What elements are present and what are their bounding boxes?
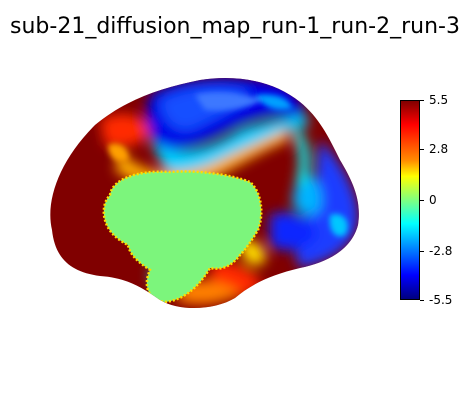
colorbar-tick [420, 200, 424, 201]
figure-title: sub-21_diffusion_map_run-1_run-2_run-3 [10, 14, 460, 39]
colorbar-tick [420, 149, 424, 150]
colorbar-tick [420, 300, 424, 301]
colorbar-tick [420, 100, 424, 101]
colorbar-tick-label: -2.8 [429, 244, 453, 258]
colorbar-tick-label: 5.5 [429, 93, 449, 107]
colorbar-tick [420, 251, 424, 252]
colorbar-tick-label: -5.5 [429, 293, 453, 307]
colorbar [400, 100, 420, 300]
colorbar-tick-label: 0 [429, 193, 437, 207]
medial-wall [102, 170, 263, 304]
colorbar-tick-label: 2.8 [429, 142, 449, 156]
